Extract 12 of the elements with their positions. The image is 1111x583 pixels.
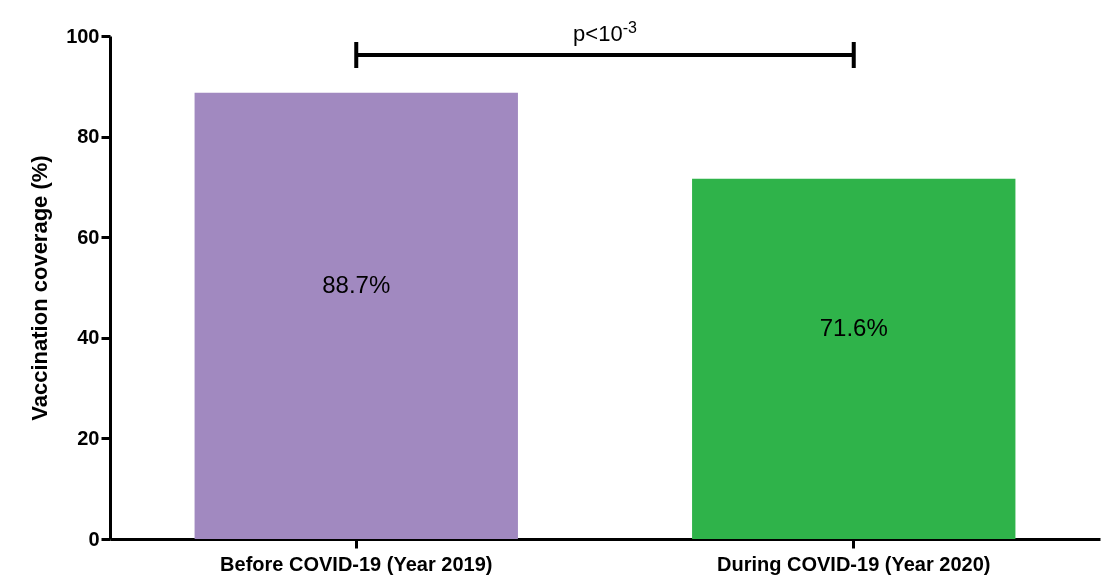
annotation: p<10$^{-3}$ [573,18,637,46]
x-tick-label: During COVID-19 (Year 2020) [717,552,991,575]
y-tick-label: 100 [66,24,100,47]
data-label: 71.6% [819,313,888,341]
data-label: 88.7% [322,270,391,298]
y-tick-label: 60 [77,225,100,248]
y-tick-label: 20 [77,426,100,449]
x-tick-label: Before COVID-19 (Year 2019) [220,552,493,575]
y-tick-label: 0 [88,527,100,550]
y-axis-title: Vaccination coverage (%) [27,155,53,421]
y-tick-label: 80 [77,125,100,148]
y-tick-label: 40 [77,326,100,349]
